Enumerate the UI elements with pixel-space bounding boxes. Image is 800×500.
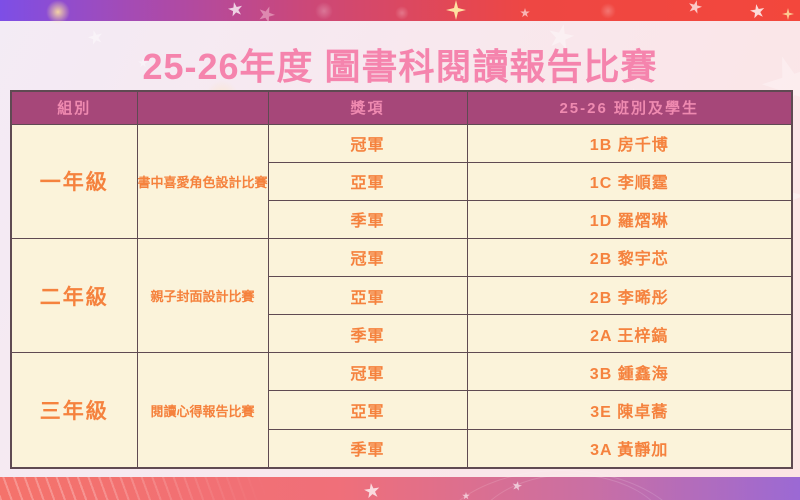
award-cell: 冠軍 <box>267 123 468 163</box>
bokeh-decoration <box>600 3 616 19</box>
student-cell: 1D 羅熠琳 <box>466 199 793 239</box>
table-row: 二年級 親子封面設計比賽 冠軍 2B 黎宇芯 <box>10 237 793 354</box>
competition-cell: 書中喜愛角色設計比賽 <box>136 123 269 239</box>
table-header-row: 組別 獎項 25-26 班別及學生 <box>10 90 793 125</box>
award-cell: 冠軍 <box>267 237 468 278</box>
table-row: 亞軍 1C 李順霆 <box>11 161 793 201</box>
stripes-decoration <box>0 477 270 500</box>
award-cell: 季軍 <box>267 428 468 469</box>
student-cell: 3E 陳卓蕎 <box>466 390 793 430</box>
bokeh-decoration <box>315 2 333 20</box>
header-competition <box>136 90 269 125</box>
table-row: 一年級 書中喜愛角色設計比賽 冠軍 1B 房千博 <box>10 123 793 239</box>
header-award: 獎項 <box>267 90 468 125</box>
grade-cell: 三年級 <box>10 352 138 469</box>
award-cell: 亞軍 <box>267 161 468 201</box>
student-cell: 3A 黃靜加 <box>466 428 793 469</box>
student-cell: 1C 李順霆 <box>466 161 793 201</box>
table-row: 季軍 1D 羅熠琳 <box>11 199 793 239</box>
table-row: 亞軍 3E 陳卓蕎 <box>11 390 793 430</box>
award-cell: 季軍 <box>267 199 468 239</box>
header-class-student: 25-26 班別及學生 <box>466 90 793 125</box>
top-gradient-band <box>0 0 800 21</box>
bokeh-decoration <box>395 6 409 20</box>
award-cell: 季軍 <box>267 314 468 354</box>
table-row: 季軍 3A 黃靜加 <box>11 428 793 469</box>
star-decoration <box>462 492 470 500</box>
award-cell: 冠軍 <box>267 352 468 392</box>
awards-table: 組別 獎項 25-26 班別及學生 一年級 書中喜愛角色設計比賽 冠軍 1B 房… <box>10 90 793 469</box>
award-cell: 亞軍 <box>267 390 468 430</box>
student-cell: 2B 李晞彤 <box>466 275 793 316</box>
student-cell: 1B 房千博 <box>466 123 793 163</box>
table-row: 季軍 2A 王梓鎬 <box>11 314 793 354</box>
student-cell: 3B 鍾鑫海 <box>466 352 793 392</box>
table-row: 三年級 閱讀心得報告比賽 冠軍 3B 鍾鑫海 <box>10 352 793 469</box>
table-row: 亞軍 2B 李晞彤 <box>11 275 793 316</box>
competition-cell: 親子封面設計比賽 <box>136 237 269 354</box>
page-title: 25-26年度 圖書科閱讀報告比賽 <box>142 46 658 87</box>
header-group: 組別 <box>10 90 138 125</box>
grade-cell: 一年級 <box>10 123 138 239</box>
competition-cell: 閱讀心得報告比賽 <box>136 352 269 469</box>
bokeh-decoration <box>46 0 70 24</box>
star-decoration <box>138 58 148 68</box>
student-cell: 2B 黎宇芯 <box>466 237 793 278</box>
grade-cell: 二年級 <box>10 237 138 354</box>
star-decoration <box>520 8 530 18</box>
award-cell: 亞軍 <box>267 275 468 316</box>
student-cell: 2A 王梓鎬 <box>466 314 793 354</box>
